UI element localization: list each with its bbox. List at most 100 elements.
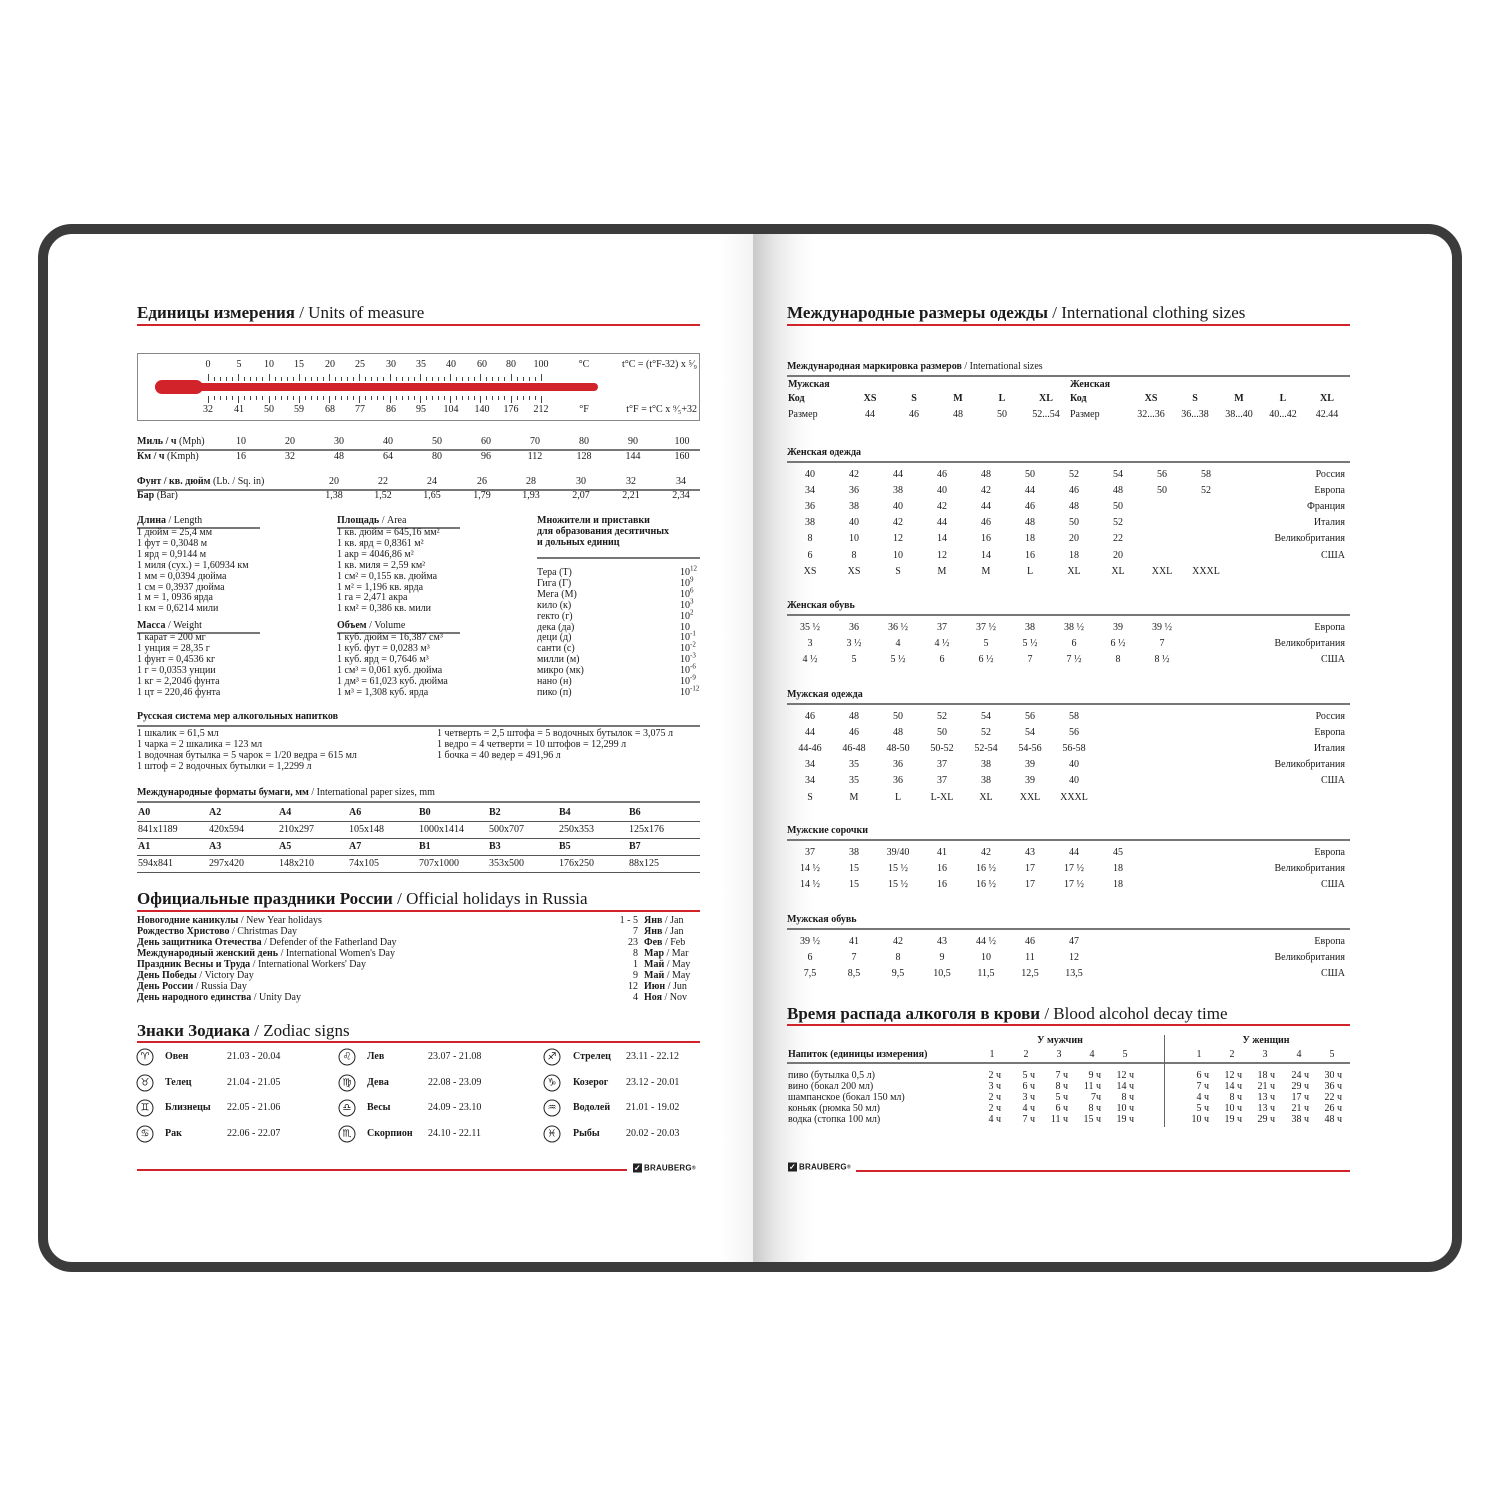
- size-cell: XL: [979, 791, 993, 803]
- size-code: S: [911, 393, 917, 404]
- scale-tick: [371, 396, 373, 400]
- size-country: Франция: [1307, 501, 1345, 513]
- drink-count-column: 2: [1229, 1049, 1235, 1060]
- decay-time-women: 10 ч: [1191, 1114, 1209, 1125]
- size-cell: XXL: [1151, 565, 1173, 577]
- label-ru: Бар: [137, 490, 155, 501]
- prefix-name: санти (с): [537, 643, 575, 655]
- size-cell: 14 ½: [800, 863, 820, 875]
- label-ru: Знаки Зодиака: [137, 1021, 251, 1040]
- celsius-tick-label: 20: [325, 359, 335, 370]
- divider: [137, 801, 700, 803]
- size-cell: S: [807, 791, 813, 803]
- prefix-base: 10: [680, 643, 690, 655]
- prefix-name: гекто (г): [537, 610, 573, 622]
- scale-tick: [462, 396, 464, 400]
- scale-tick: [292, 396, 294, 400]
- aries-icon: ♈: [136, 1048, 154, 1066]
- volume-item: 1 дм³ = 61,023 куб. дюйма: [337, 675, 448, 687]
- scale-tick: [492, 377, 494, 381]
- size-cell: 8: [1115, 654, 1121, 666]
- zodiac-sign-dates: 20.02 - 20.03: [626, 1128, 680, 1140]
- celsius-tick-label: 5: [236, 359, 242, 370]
- section-title-alcohol-decay: Время распада алкоголя в крови / Blood a…: [787, 1004, 1228, 1024]
- zodiac-sign-name: Козерог: [573, 1076, 609, 1088]
- scale-tick: [450, 396, 451, 403]
- size-cell: 54: [981, 711, 991, 722]
- drink-count-column: 4: [1296, 1049, 1302, 1060]
- size-value: 40...42: [1269, 409, 1297, 420]
- size-cell: 8: [851, 549, 857, 561]
- prefix-base: 10: [680, 567, 690, 578]
- pressure-value: 26: [477, 476, 487, 487]
- celsius-tick-label: 0: [205, 359, 211, 370]
- paper-format-name: B2: [489, 807, 501, 818]
- label-ru: Время распада алкоголя в крови: [787, 1004, 1041, 1023]
- size-cell: 58: [1201, 469, 1211, 480]
- scale-tick: [226, 396, 228, 400]
- size-cell: 40: [849, 517, 859, 529]
- size-table-heading: Женская обувь: [787, 600, 855, 611]
- size-cell: 39/40: [886, 847, 910, 858]
- taurus-icon: ♉: [136, 1074, 154, 1092]
- scale-tick: [371, 377, 373, 381]
- size-cell: 44: [1069, 847, 1079, 858]
- speed-value: 80: [432, 451, 442, 462]
- paper-format-size: 125x176: [629, 824, 664, 835]
- decay-time-women: 6 ч: [1196, 1070, 1209, 1081]
- size-cell: 40: [937, 485, 947, 497]
- celsius-tick-label: 60: [477, 359, 487, 370]
- size-cell: 39 ½: [1152, 622, 1172, 633]
- size-code: S: [1192, 393, 1198, 404]
- label-en: / Defender of the Fatherland Day: [264, 937, 397, 948]
- prefix-exponent: -9: [690, 673, 696, 682]
- brauberg-logo: ✓ BRAUBERG ®: [788, 1162, 851, 1172]
- decay-time-men: 12 ч: [1116, 1070, 1134, 1081]
- size-cell: 7 ½: [1066, 654, 1082, 666]
- drink-count-column: 1: [989, 1049, 995, 1060]
- size-country: Италия: [1313, 517, 1345, 529]
- size-cell: 10,5: [933, 968, 951, 980]
- size-cell: 38 ½: [1064, 622, 1084, 633]
- thermometer-bulb: [155, 380, 203, 394]
- scale-tick: [220, 396, 222, 400]
- holiday-day: 23: [628, 937, 638, 948]
- prefix-name: милли (м): [537, 654, 580, 666]
- label-en: / Official holidays in Russia: [397, 889, 588, 908]
- scale-tick: [359, 396, 361, 403]
- speed-value: 30: [334, 436, 344, 447]
- scale-tick: [232, 377, 234, 381]
- area-item: 1 кв. дюйм = 645,16 мм²: [337, 527, 440, 538]
- logo-check-icon: ✓: [633, 1163, 642, 1173]
- scale-tick: [504, 377, 506, 381]
- size-cell: 46: [981, 517, 991, 529]
- marking-code-label: Код: [788, 393, 805, 404]
- label-en: / Jan: [664, 926, 684, 937]
- speed-value: 96: [481, 451, 491, 462]
- aquarius-icon: ♒: [543, 1099, 561, 1117]
- size-cell: 4 ½: [934, 638, 950, 650]
- label-en: / Nov: [664, 992, 688, 1003]
- size-code: XS: [863, 393, 877, 404]
- size-cell: 7: [851, 952, 857, 964]
- decay-time-men: 5 ч: [1022, 1070, 1035, 1081]
- size-cell: 38: [805, 517, 815, 529]
- label-en: / Jan: [664, 915, 684, 926]
- label-ru: День защитника Отечества: [137, 937, 262, 948]
- speed-value: 160: [674, 451, 690, 462]
- size-cell: 48: [1113, 485, 1123, 497]
- decay-time-women: 18 ч: [1257, 1070, 1275, 1081]
- label-ru: День России: [137, 981, 194, 992]
- size-cell: 17 ½: [1064, 879, 1084, 891]
- size-cell: 15 ½: [888, 879, 908, 891]
- decay-time-men: 7 ч: [1022, 1114, 1035, 1125]
- scale-tick: [347, 377, 349, 381]
- pressure-value: 1,79: [473, 490, 491, 501]
- size-country: США: [1321, 775, 1345, 787]
- length-item: 1 дюйм = 25,4 мм: [137, 527, 213, 538]
- size-cell: 50-52: [930, 743, 954, 755]
- size-cell: 48-50: [886, 743, 910, 755]
- size-cell: 8: [807, 533, 813, 545]
- size-cell: 44: [893, 469, 903, 480]
- size-cell: 54-56: [1018, 743, 1042, 755]
